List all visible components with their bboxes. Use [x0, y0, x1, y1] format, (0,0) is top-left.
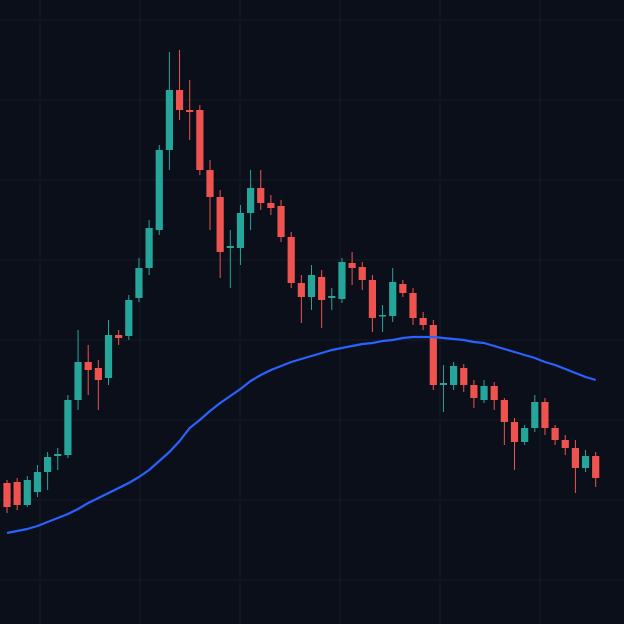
- candle-body: [399, 284, 407, 293]
- candle-body: [500, 400, 508, 422]
- candle-body: [450, 366, 458, 385]
- candle-body: [439, 383, 448, 385]
- candle-body: [155, 150, 163, 230]
- candle-body: [175, 90, 184, 110]
- candle-body: [592, 456, 600, 478]
- candle-body: [571, 448, 579, 468]
- candle-body: [104, 335, 113, 378]
- candle-body: [186, 110, 194, 112]
- candle-body: [358, 267, 366, 280]
- candle-body: [480, 386, 488, 400]
- candle-body: [84, 362, 92, 370]
- candle-body: [510, 422, 519, 442]
- candle-body: [236, 213, 245, 248]
- candle-body: [348, 263, 356, 268]
- candle-body: [13, 482, 21, 505]
- candle-body: [470, 385, 478, 398]
- candle-body: [94, 368, 102, 380]
- candle-body: [277, 206, 285, 237]
- candle-body: [419, 318, 427, 325]
- candle-body: [521, 428, 529, 442]
- candle-body: [490, 386, 498, 400]
- candle-body: [196, 110, 204, 170]
- candle-body: [581, 456, 590, 468]
- candle-body: [257, 188, 265, 203]
- candle-body: [318, 277, 326, 300]
- candle-body: [429, 325, 437, 385]
- candle-body: [135, 268, 143, 298]
- candle-body: [551, 428, 559, 440]
- candle-body: [23, 480, 31, 505]
- candle-body: [368, 280, 376, 318]
- candle-body: [206, 170, 214, 197]
- candle-body: [64, 400, 72, 455]
- candle-body: [44, 457, 52, 472]
- candle-body: [307, 275, 316, 297]
- candle-body: [297, 283, 305, 297]
- candle-body: [328, 296, 336, 298]
- candle-body: [165, 90, 173, 150]
- candle-body: [561, 440, 569, 448]
- candle-body: [531, 402, 539, 428]
- candle-body: [226, 246, 234, 248]
- candle-body: [74, 362, 82, 400]
- candle-body: [409, 293, 417, 318]
- candle-body: [33, 472, 42, 492]
- candle-body: [115, 335, 123, 338]
- candle-body: [125, 300, 133, 336]
- candle-body: [54, 454, 62, 456]
- candle-body: [145, 228, 153, 268]
- candle-body: [287, 237, 295, 283]
- candle-body: [541, 402, 549, 428]
- candle-body: [338, 262, 346, 299]
- candle-body: [247, 188, 255, 213]
- moving-average-line: [6, 335, 597, 535]
- candle-body: [216, 197, 224, 252]
- candle-body: [378, 315, 387, 317]
- candle-body: [267, 203, 275, 208]
- candle-body: [3, 483, 11, 507]
- candle-body: [389, 282, 397, 316]
- candle-body: [460, 368, 468, 385]
